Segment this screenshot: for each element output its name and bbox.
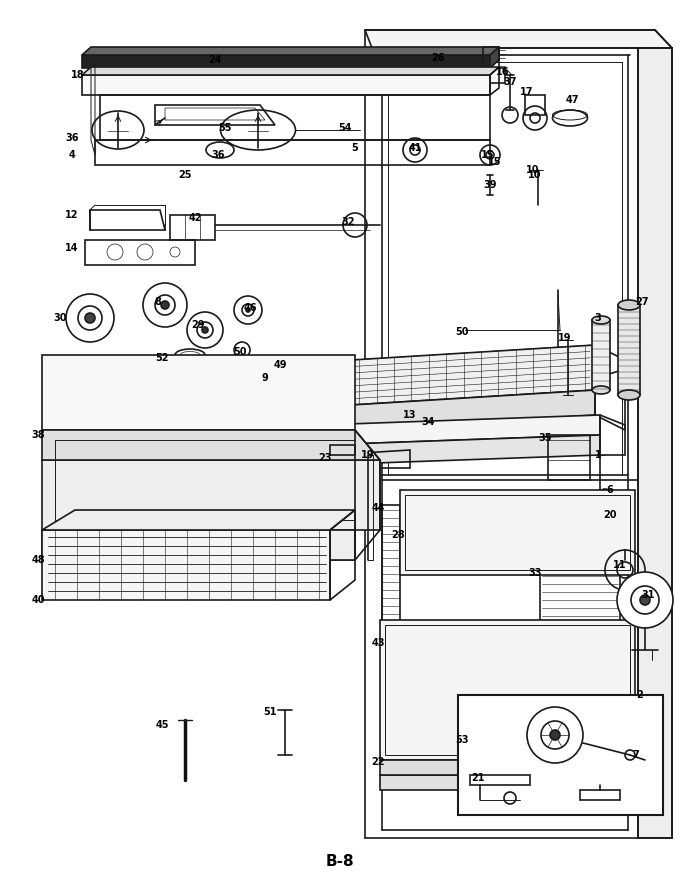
Text: 6: 6 (607, 485, 613, 495)
Text: 44: 44 (371, 503, 385, 513)
Text: 52: 52 (155, 353, 169, 363)
Text: 53: 53 (455, 735, 469, 745)
Polygon shape (365, 30, 672, 48)
Bar (458, 695, 663, 815)
Text: 8: 8 (154, 297, 161, 307)
Text: 19: 19 (361, 450, 375, 460)
Polygon shape (270, 345, 595, 410)
Text: 18: 18 (71, 70, 85, 80)
Text: 31: 31 (641, 590, 655, 600)
Polygon shape (592, 320, 610, 390)
Circle shape (527, 707, 583, 763)
Ellipse shape (592, 316, 610, 324)
Polygon shape (320, 415, 600, 445)
Text: 21: 21 (471, 773, 485, 783)
Circle shape (202, 327, 208, 333)
Text: 39: 39 (483, 180, 497, 190)
Ellipse shape (592, 386, 610, 394)
Text: 55: 55 (218, 123, 232, 133)
Text: 38: 38 (31, 430, 45, 440)
Circle shape (85, 313, 95, 323)
Polygon shape (380, 775, 635, 790)
Text: B-8: B-8 (326, 854, 354, 870)
Bar (638, 48, 672, 838)
Polygon shape (42, 430, 380, 460)
Text: 50: 50 (233, 347, 247, 357)
Text: 45: 45 (155, 720, 169, 730)
Text: 42: 42 (188, 213, 202, 223)
Polygon shape (82, 47, 499, 55)
Text: 25: 25 (178, 170, 192, 180)
Text: 20: 20 (603, 510, 617, 520)
Text: 3: 3 (594, 313, 601, 323)
Text: 51: 51 (263, 707, 277, 717)
Text: 36: 36 (211, 150, 225, 160)
Polygon shape (380, 760, 635, 775)
Text: 19: 19 (558, 333, 572, 343)
Text: 10: 10 (528, 170, 542, 180)
Polygon shape (270, 390, 595, 435)
Text: 29: 29 (191, 320, 205, 330)
Polygon shape (42, 530, 330, 600)
Text: 1: 1 (594, 450, 601, 460)
Text: 30: 30 (53, 313, 67, 323)
Circle shape (640, 595, 650, 605)
Polygon shape (618, 305, 640, 395)
Polygon shape (82, 67, 499, 75)
Text: 36: 36 (65, 133, 79, 143)
Polygon shape (42, 530, 355, 560)
Text: 12: 12 (65, 210, 79, 220)
Text: 43: 43 (371, 638, 385, 648)
Text: 35: 35 (539, 433, 551, 443)
Ellipse shape (618, 300, 640, 310)
Text: 10: 10 (526, 165, 540, 175)
Polygon shape (42, 355, 355, 430)
Text: 17: 17 (520, 87, 534, 97)
Text: 47: 47 (565, 95, 579, 105)
Polygon shape (82, 75, 490, 95)
Text: 33: 33 (528, 568, 542, 578)
Ellipse shape (618, 390, 640, 400)
Text: 15: 15 (481, 150, 495, 160)
Text: 23: 23 (318, 453, 332, 463)
Polygon shape (42, 460, 380, 530)
Text: 32: 32 (341, 217, 355, 227)
Text: 7: 7 (632, 750, 639, 760)
Text: 4: 4 (69, 150, 75, 160)
Text: 49: 49 (273, 360, 287, 370)
Text: 22: 22 (371, 757, 385, 767)
Polygon shape (380, 620, 635, 760)
Text: 5: 5 (352, 143, 358, 153)
Text: 14: 14 (65, 243, 79, 253)
Text: 41: 41 (408, 143, 422, 153)
Circle shape (550, 730, 560, 740)
Text: 24: 24 (208, 55, 222, 65)
Text: 48: 48 (31, 555, 45, 565)
Text: 27: 27 (635, 297, 649, 307)
Polygon shape (82, 55, 490, 68)
Text: 54: 54 (338, 123, 352, 133)
Text: 50: 50 (455, 327, 469, 337)
Text: 16: 16 (496, 67, 510, 77)
Circle shape (617, 572, 673, 628)
Text: 15: 15 (488, 157, 502, 167)
Circle shape (161, 301, 169, 309)
Text: 28: 28 (391, 530, 405, 540)
Polygon shape (400, 490, 635, 575)
Polygon shape (42, 510, 355, 530)
Text: 9: 9 (262, 373, 269, 383)
Circle shape (246, 308, 250, 312)
Text: 26: 26 (431, 53, 445, 63)
Polygon shape (320, 435, 600, 465)
Text: 34: 34 (421, 417, 435, 427)
Text: 40: 40 (31, 595, 45, 605)
Text: 46: 46 (243, 303, 257, 313)
Text: 13: 13 (403, 410, 417, 420)
Text: 2: 2 (636, 690, 643, 700)
Text: 37: 37 (503, 77, 517, 87)
Text: 11: 11 (613, 560, 627, 570)
Polygon shape (490, 47, 499, 68)
